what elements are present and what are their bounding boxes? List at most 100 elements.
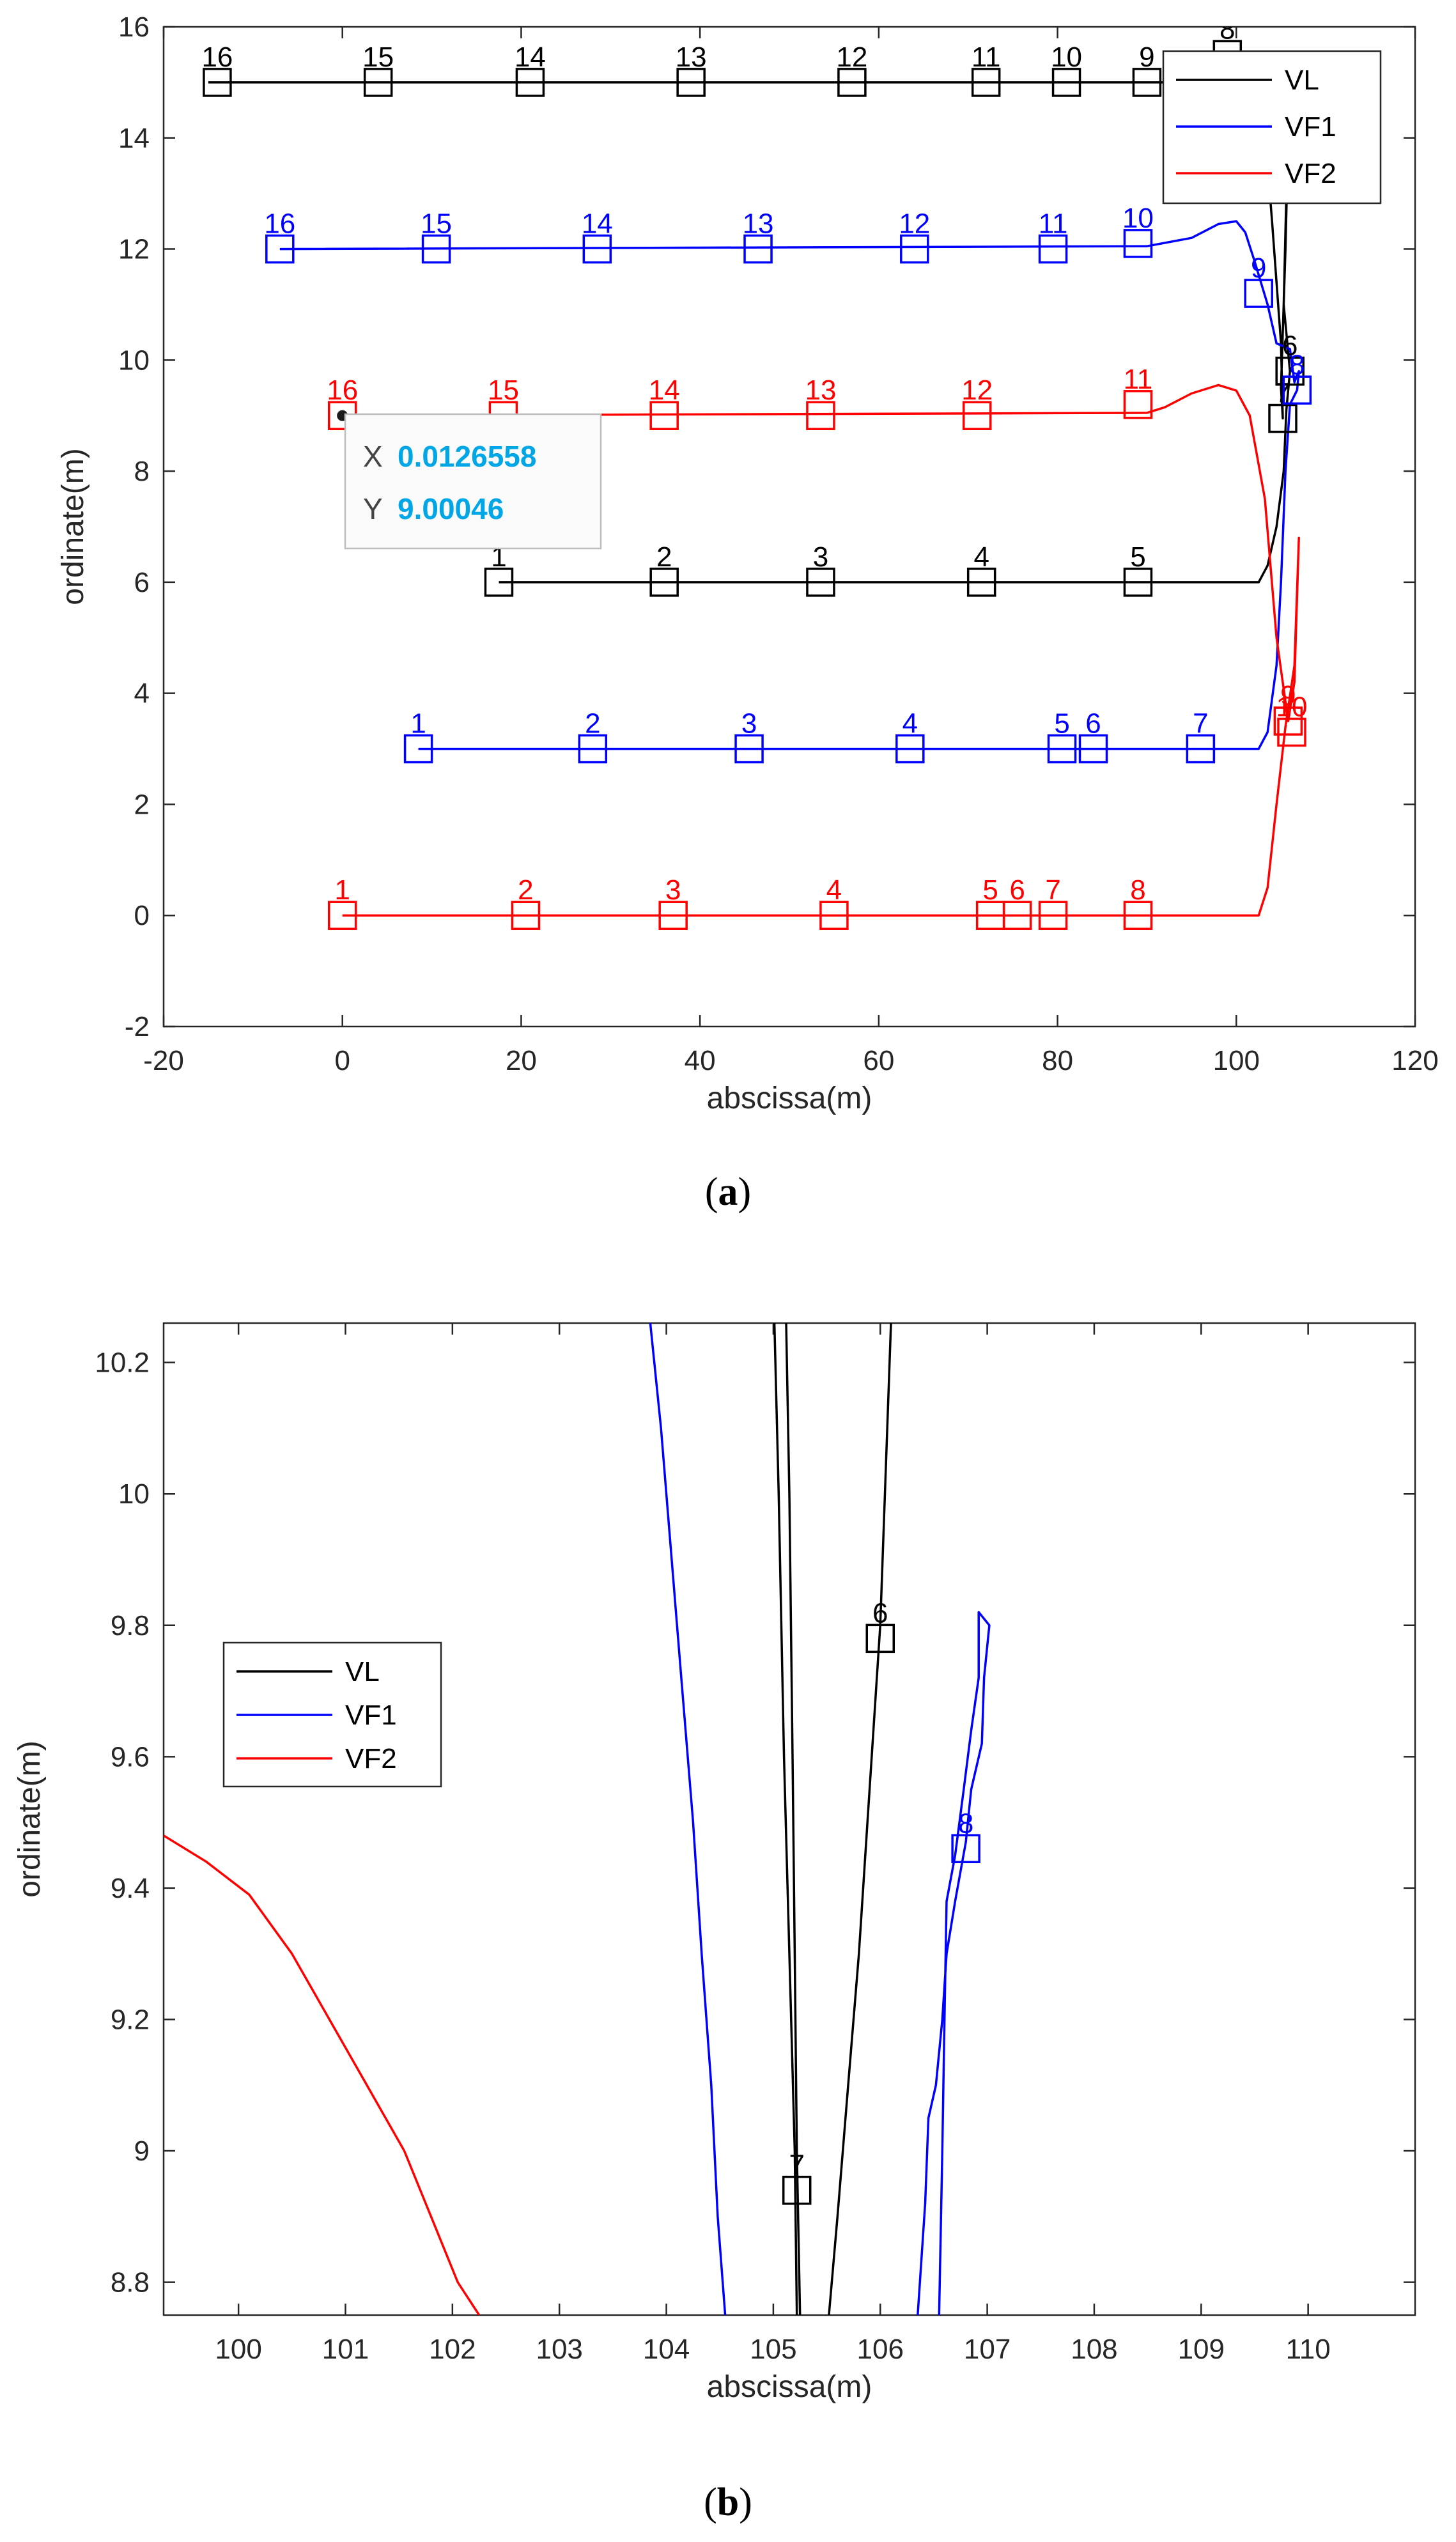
a-marker-vl (1123, 568, 1153, 597)
a-marker-label-vl: 16 (201, 42, 233, 73)
a-marker-label-vf1: 12 (899, 208, 930, 240)
a-datatip-x-value: 0.0126558 (398, 440, 536, 473)
a-marker-vf2 (806, 401, 835, 430)
a-marker-vf2 (1277, 717, 1306, 747)
a-marker-label-vl: 14 (515, 42, 546, 73)
b-series-line-vf1 (649, 1323, 727, 2315)
a-marker-vf2 (1273, 706, 1303, 736)
a-marker-label-vl: 4 (973, 541, 989, 573)
a-y-axis-label: ordinate(m) (56, 448, 90, 605)
a-marker-vl (966, 568, 996, 597)
a-marker-vf1 (421, 234, 451, 264)
a-x-tick-label: 100 (1213, 1045, 1260, 1076)
a-marker-label-vf1: 8 (1289, 349, 1305, 380)
a-datatip-x-label: X (363, 440, 383, 473)
a-marker-label-vl: 12 (836, 42, 867, 73)
a-marker-label-vf2: 2 (518, 874, 533, 906)
a-marker-label-vf2: 5 (982, 874, 998, 906)
a-marker-label-vf2: 15 (488, 375, 519, 406)
a-legend-label-vf2: VF2 (1285, 158, 1336, 189)
b-marker-vl (865, 1624, 895, 1654)
a-marker-vf1 (1123, 229, 1153, 258)
a-marker-vf2 (819, 901, 849, 930)
a-marker-vl (837, 68, 867, 97)
b-series-line-vl (785, 1323, 802, 2315)
a-marker-vf1 (734, 734, 764, 764)
b-x-tick-label: 104 (643, 2334, 690, 2365)
a-y-tick-label: 6 (134, 567, 150, 598)
a-x-tick-label: 60 (863, 1045, 894, 1076)
a-marker-label-vf1: 9 (1251, 252, 1266, 284)
b-x-tick-label: 102 (429, 2334, 476, 2365)
a-series-line-vf1 (279, 220, 1300, 750)
a-marker-vf1 (895, 734, 925, 764)
b-x-tick-label: 105 (750, 2334, 796, 2365)
b-marker-label-vl: 7 (789, 2150, 804, 2181)
a-marker-label-vf2: 8 (1130, 874, 1145, 906)
a-marker-vl (484, 568, 514, 597)
a-datatip-y-value: 9.00046 (398, 492, 504, 525)
b-x-tick-label: 103 (536, 2334, 582, 2365)
a-marker-label-vf1: 11 (1039, 208, 1068, 240)
a-marker-vf2 (1038, 901, 1068, 930)
a-datatip-box (344, 413, 602, 550)
a-x-axis-label: abscissa(m) (707, 1081, 872, 1115)
a-marker-vl (515, 68, 545, 97)
a-marker-label-vl: 11 (972, 42, 1001, 73)
caption-a-label: a (718, 1170, 738, 1214)
b-x-tick-label: 101 (322, 2334, 369, 2365)
b-y-tick-label: 9 (134, 2135, 150, 2167)
a-marker-vf1 (1282, 375, 1312, 405)
a-marker-label-vf1: 15 (421, 208, 452, 240)
a-marker-vf2 (327, 901, 357, 930)
a-y-tick-label: 12 (118, 234, 150, 265)
a-marker-vl (1132, 68, 1162, 97)
b-series-line-vf2 (164, 1834, 481, 2315)
a-marker-label-vf1: 13 (743, 208, 774, 240)
a-marker-vf1 (900, 234, 929, 264)
a-marker-label-vf2: 6 (1009, 874, 1025, 906)
b-y-tick-label: 10.2 (95, 1347, 150, 1379)
a-marker-vf1 (1038, 234, 1068, 264)
a-y-tick-label: 4 (134, 678, 150, 709)
a-marker-label-vl: 9 (1139, 42, 1154, 73)
a-legend-label-vf1: VF1 (1285, 111, 1336, 143)
a-marker-label-vl: 2 (656, 541, 672, 573)
b-marker-label-vl: 6 (872, 1597, 888, 1629)
a-marker-label-vf1: 6 (1085, 708, 1101, 740)
b-legend-label-vl: VL (345, 1656, 380, 1687)
a-marker-label-vf1: 4 (902, 708, 918, 740)
a-marker-label-vf1: 3 (741, 708, 757, 740)
a-x-tick-label: 20 (506, 1045, 537, 1076)
a-y-tick-label: 16 (118, 12, 150, 43)
a-marker-label-vf2: 14 (649, 375, 680, 406)
a-marker-label-vl: 8 (1220, 13, 1235, 45)
a-marker-vf1 (1244, 279, 1273, 308)
a-marker-label-vf2: 4 (826, 874, 842, 906)
a-marker-vl (1268, 403, 1297, 433)
a-y-tick-label: 0 (134, 900, 150, 931)
a-marker-label-vf1: 16 (264, 208, 295, 240)
a-marker-label-vf2: 11 (1124, 364, 1153, 395)
a-legend-label-vl: VL (1285, 65, 1319, 96)
a-marker-vf2 (962, 401, 992, 430)
a-marker-label-vl: 6 (1282, 330, 1297, 362)
b-y-tick-label: 9.6 (111, 1741, 150, 1772)
b-legend-label-vf2: VF2 (345, 1743, 397, 1774)
a-marker-vl (1051, 68, 1081, 97)
a-marker-label-vf1: 10 (1122, 203, 1154, 234)
a-marker-vf1 (403, 734, 433, 764)
b-series-line-vl (773, 1323, 798, 2315)
a-marker-vf1 (582, 234, 612, 264)
a-marker-vf1 (265, 234, 295, 264)
a-marker-vf1 (1186, 734, 1216, 764)
b-marker-vl (782, 2175, 812, 2205)
b-plot-area: 6 7 8 (164, 1323, 991, 2315)
a-marker-label-vl: 15 (362, 42, 394, 73)
a-marker-vl (971, 68, 1001, 97)
a-marker-label-vf2: 1 (334, 874, 350, 906)
b-series-line-vf1 (917, 1611, 991, 2315)
a-y-tick-label: 10 (118, 345, 150, 376)
a-x-tick-label: -20 (143, 1045, 184, 1076)
a-marker-label-vf2: 13 (805, 375, 836, 406)
